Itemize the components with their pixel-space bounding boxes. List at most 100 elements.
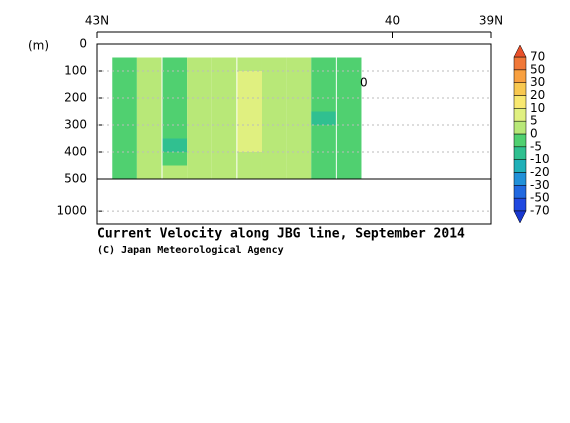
y-tick-label: 100	[64, 64, 87, 78]
field-cell	[261, 111, 287, 125]
field-cell	[187, 71, 212, 85]
field-cell	[286, 152, 312, 166]
colorbar-label: 70	[530, 50, 545, 64]
y-tick-label: 300	[64, 118, 87, 132]
colorbar-band	[513, 69, 527, 83]
colorbar-label: -20	[530, 165, 550, 179]
x-tick-label: 39N	[479, 14, 503, 28]
field-cell	[311, 138, 336, 152]
field-cell	[261, 98, 287, 112]
field-cell	[336, 98, 362, 112]
field-cell	[187, 152, 212, 166]
field-cell	[211, 125, 237, 139]
colorbar-label: 20	[530, 88, 545, 102]
field-cell	[162, 125, 188, 139]
field-cell	[336, 165, 362, 179]
field-cell	[136, 111, 162, 125]
field-cell	[211, 138, 237, 152]
field-cell	[261, 125, 287, 139]
y-tick-label: 0	[79, 37, 87, 51]
field-cell	[136, 57, 162, 71]
colorbar-band	[513, 197, 527, 212]
field-cell	[162, 138, 188, 152]
y-tick-label: 1000	[56, 204, 87, 218]
field-cell	[336, 111, 362, 125]
field-cell	[237, 125, 262, 139]
field-cell	[162, 98, 188, 112]
field-cell	[162, 84, 188, 98]
field-cell	[237, 152, 262, 166]
field-cell	[311, 84, 336, 98]
x-tick-label: 40	[385, 14, 400, 28]
field-cell	[187, 125, 212, 139]
field-cell	[187, 138, 212, 152]
colorbar-label: 5	[530, 114, 538, 128]
field-cell	[311, 57, 336, 71]
colorbar-band	[513, 185, 527, 199]
colorbar-label: -70	[530, 203, 550, 217]
field-cell	[112, 125, 137, 139]
field-cell	[336, 152, 362, 166]
field-cell	[136, 84, 162, 98]
field-cell	[112, 165, 137, 179]
field-cell	[162, 152, 188, 166]
field-cell	[136, 98, 162, 112]
y-tick-label: 400	[64, 145, 87, 159]
field-cell	[311, 111, 336, 125]
field-cell	[286, 84, 312, 98]
plot-frame	[96, 43, 492, 225]
colorbar-band	[513, 95, 527, 109]
field-cell	[211, 57, 237, 71]
colorbar-label: 0	[530, 126, 538, 140]
field-cell	[187, 84, 212, 98]
field-cell	[112, 111, 137, 125]
field-cell	[286, 71, 312, 85]
field-cell	[187, 165, 212, 179]
field-cell	[211, 84, 237, 98]
field-cell	[136, 125, 162, 139]
y-tick-label: 500	[64, 172, 87, 186]
chart-credit: (C) Japan Meteorological Agency	[97, 244, 284, 256]
field-cell	[261, 165, 287, 179]
field-cell	[311, 125, 336, 139]
field-cell	[112, 138, 137, 152]
field-cell	[136, 71, 162, 85]
field-cell	[261, 71, 287, 85]
field-cell	[211, 71, 237, 85]
field-cell	[237, 98, 262, 112]
field-cell	[237, 57, 262, 71]
y-axis-label: (m)	[28, 39, 49, 53]
field-cell	[237, 111, 262, 125]
field-cell	[162, 71, 188, 85]
field-cell	[187, 98, 212, 112]
field-cell	[211, 165, 237, 179]
field-cell	[136, 165, 162, 179]
field-cell	[286, 165, 312, 179]
field-cell	[211, 152, 237, 166]
field-cell	[286, 57, 312, 71]
field-cell	[311, 152, 336, 166]
field-cell	[187, 57, 212, 71]
field-cell	[162, 165, 188, 179]
colorbar-bottom	[513, 210, 527, 224]
field-cell	[286, 111, 312, 125]
field-cell	[237, 71, 262, 85]
y-tick-label: 200	[64, 91, 87, 105]
colorbar-band	[513, 146, 527, 160]
contour-label: 0	[360, 76, 368, 90]
colorbar-band	[513, 120, 527, 135]
field-cell	[311, 98, 336, 112]
field-cell	[286, 125, 312, 139]
field-cell	[286, 138, 312, 152]
field-cell	[336, 125, 362, 139]
colorbar-band	[513, 56, 527, 71]
field-cell	[112, 71, 137, 85]
colorbar-label: 10	[530, 101, 545, 115]
field-cell	[112, 98, 137, 112]
x-tick-label: 43N	[85, 14, 109, 28]
colorbar-label: -50	[530, 191, 550, 205]
colorbar-band	[513, 159, 527, 173]
field-cell	[286, 98, 312, 112]
field-cell	[112, 152, 137, 166]
